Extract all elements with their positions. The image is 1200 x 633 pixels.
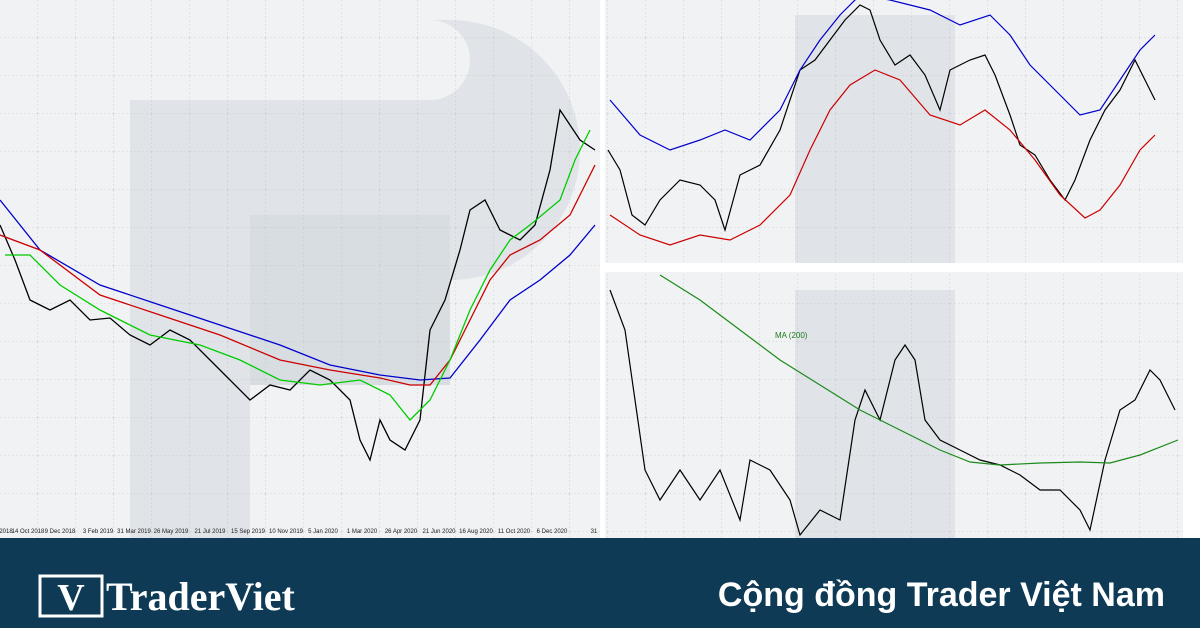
x-label: 1 Mar 2020 bbox=[347, 529, 378, 535]
slogan: Cộng đồng Trader Việt Nam bbox=[718, 576, 1165, 614]
banner: V TraderViet Cộng đồng Trader Việt Nam bbox=[0, 538, 1200, 628]
logo-box bbox=[38, 574, 104, 618]
bottom-right-panel: MA (200) bbox=[605, 272, 1183, 538]
x-label: 26 May 2019 bbox=[154, 529, 189, 535]
x-label: 2018 bbox=[0, 529, 13, 535]
x-label: 9 Dec 2018 bbox=[45, 529, 76, 535]
x-label: 3 Feb 2019 bbox=[83, 529, 114, 535]
top-right-panel bbox=[605, 0, 1183, 263]
x-label: 16 Aug 2020 bbox=[459, 529, 493, 535]
x-label: 10 Nov 2019 bbox=[269, 529, 304, 535]
x-label: 14 Oct 2018 bbox=[12, 529, 45, 535]
brand: TraderViet bbox=[106, 574, 295, 619]
x-label: 31 bbox=[591, 529, 598, 535]
x-label: 5 Jan 2020 bbox=[308, 529, 338, 535]
logo-mark: V bbox=[57, 577, 85, 619]
annotation: MA (200) bbox=[775, 331, 808, 340]
x-label: 21 Jun 2020 bbox=[422, 529, 456, 535]
x-label: 6 Dec 2020 bbox=[537, 529, 568, 535]
x-label: 11 Oct 2020 bbox=[498, 529, 531, 535]
x-label: 31 Mar 2019 bbox=[117, 529, 151, 535]
x-label: 15 Sep 2019 bbox=[231, 529, 266, 535]
x-label: 21 Jul 2019 bbox=[194, 529, 226, 535]
x-label: 26 Apr 2020 bbox=[385, 529, 418, 535]
